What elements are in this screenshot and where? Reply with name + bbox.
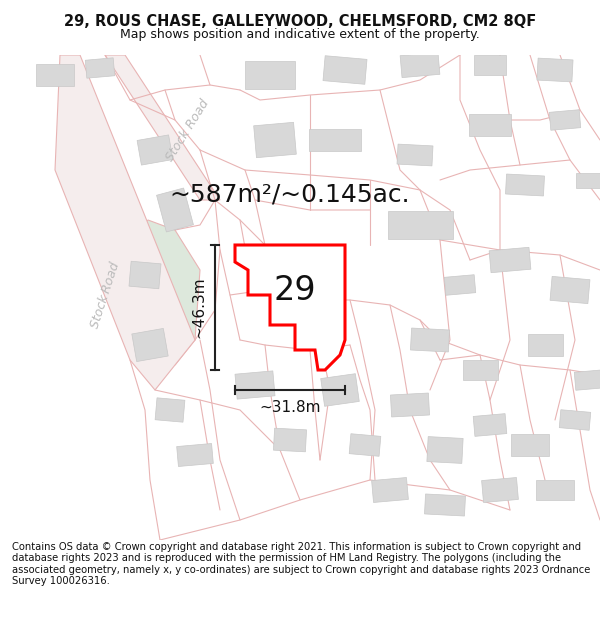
Bar	[506, 174, 544, 196]
Bar	[400, 52, 440, 78]
Bar	[410, 328, 449, 352]
Bar	[427, 437, 463, 463]
Bar	[85, 58, 115, 78]
Bar	[235, 371, 275, 399]
Bar	[527, 334, 563, 356]
Polygon shape	[130, 220, 200, 365]
Text: Stock Road: Stock Road	[88, 260, 122, 330]
Bar	[155, 398, 185, 422]
Bar	[489, 248, 531, 272]
Bar	[482, 478, 518, 502]
Bar	[321, 374, 359, 406]
Bar	[157, 188, 193, 232]
Bar	[537, 58, 573, 82]
Text: 29: 29	[274, 274, 316, 306]
Text: ~46.3m: ~46.3m	[191, 277, 206, 338]
Text: ~31.8m: ~31.8m	[259, 401, 321, 416]
Bar	[132, 328, 168, 362]
Bar	[469, 114, 511, 136]
Polygon shape	[235, 245, 345, 370]
Bar	[549, 110, 581, 130]
Text: 29, ROUS CHASE, GALLEYWOOD, CHELMSFORD, CM2 8QF: 29, ROUS CHASE, GALLEYWOOD, CHELMSFORD, …	[64, 14, 536, 29]
Bar	[349, 434, 381, 456]
Text: ~587m²/~0.145ac.: ~587m²/~0.145ac.	[170, 183, 410, 207]
Bar	[576, 173, 600, 188]
Bar	[323, 56, 367, 84]
Bar	[371, 478, 409, 502]
Polygon shape	[55, 55, 195, 390]
Bar	[309, 129, 361, 151]
Bar	[254, 122, 296, 158]
Bar	[397, 144, 433, 166]
Bar	[274, 428, 307, 452]
Bar	[559, 410, 591, 430]
Bar	[176, 444, 214, 466]
Bar	[473, 414, 507, 436]
Bar	[425, 494, 466, 516]
Bar	[245, 61, 295, 89]
Bar	[536, 480, 574, 500]
Polygon shape	[105, 55, 220, 200]
Bar	[36, 64, 74, 86]
Bar	[474, 55, 506, 75]
Bar	[388, 211, 452, 239]
Bar	[444, 275, 476, 295]
Text: Stock Road: Stock Road	[164, 97, 212, 163]
Text: Contains OS data © Crown copyright and database right 2021. This information is : Contains OS data © Crown copyright and d…	[12, 542, 590, 586]
Bar	[391, 393, 430, 417]
Bar	[129, 261, 161, 289]
Text: Map shows position and indicative extent of the property.: Map shows position and indicative extent…	[120, 28, 480, 41]
Bar	[574, 370, 600, 390]
Bar	[511, 434, 549, 456]
Bar	[550, 276, 590, 304]
Bar	[137, 135, 173, 165]
Bar	[463, 360, 497, 380]
